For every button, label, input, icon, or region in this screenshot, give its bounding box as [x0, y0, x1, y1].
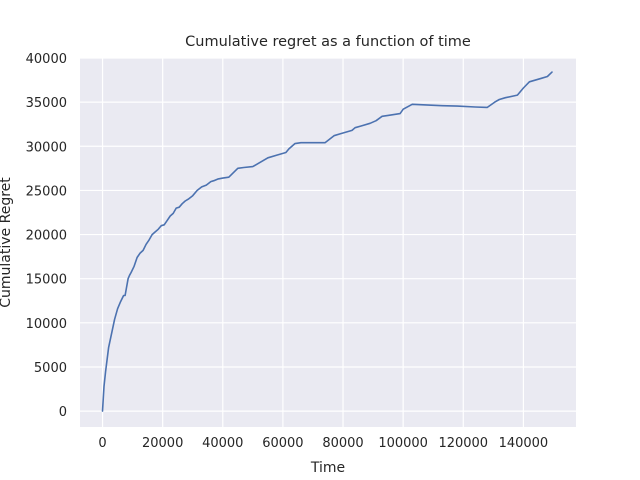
- y-tick-label: 35000: [26, 96, 67, 111]
- y-axis-label: Cumulative Regret: [0, 177, 14, 308]
- x-tick-label: 0: [98, 436, 106, 451]
- x-axis-label: Time: [310, 460, 345, 476]
- y-tick-label: 15000: [26, 273, 67, 288]
- cumulative-regret-line: [101, 71, 553, 412]
- y-tick-label: 0: [59, 405, 67, 420]
- x-axis-ticks: 0 20000 40000 60000 80000 100000 120000 140000: [98, 436, 548, 451]
- y-tick-label: 40000: [26, 52, 67, 67]
- y-tick-label: 20000: [26, 229, 67, 244]
- x-tick-label: 140000: [499, 436, 549, 451]
- x-tick-label: 40000: [202, 436, 243, 451]
- y-tick-label: 30000: [26, 140, 67, 155]
- x-tick-label: 80000: [322, 436, 363, 451]
- y-axis-ticks: 0 5000 10000 15000 20000 25000 30000 35000 40000: [26, 52, 67, 420]
- y-tick-label: 5000: [34, 361, 67, 376]
- x-tick-label: 20000: [142, 436, 183, 451]
- chart-title: Cumulative regret as a function of time: [185, 34, 471, 50]
- y-tick-label: 25000: [26, 184, 67, 199]
- x-tick-label: 120000: [438, 436, 488, 451]
- y-tick-label: 10000: [26, 317, 67, 332]
- x-tick-label: 60000: [262, 436, 303, 451]
- x-tick-label: 100000: [378, 436, 428, 451]
- grid: [80, 57, 576, 427]
- plot-area: [80, 58, 576, 427]
